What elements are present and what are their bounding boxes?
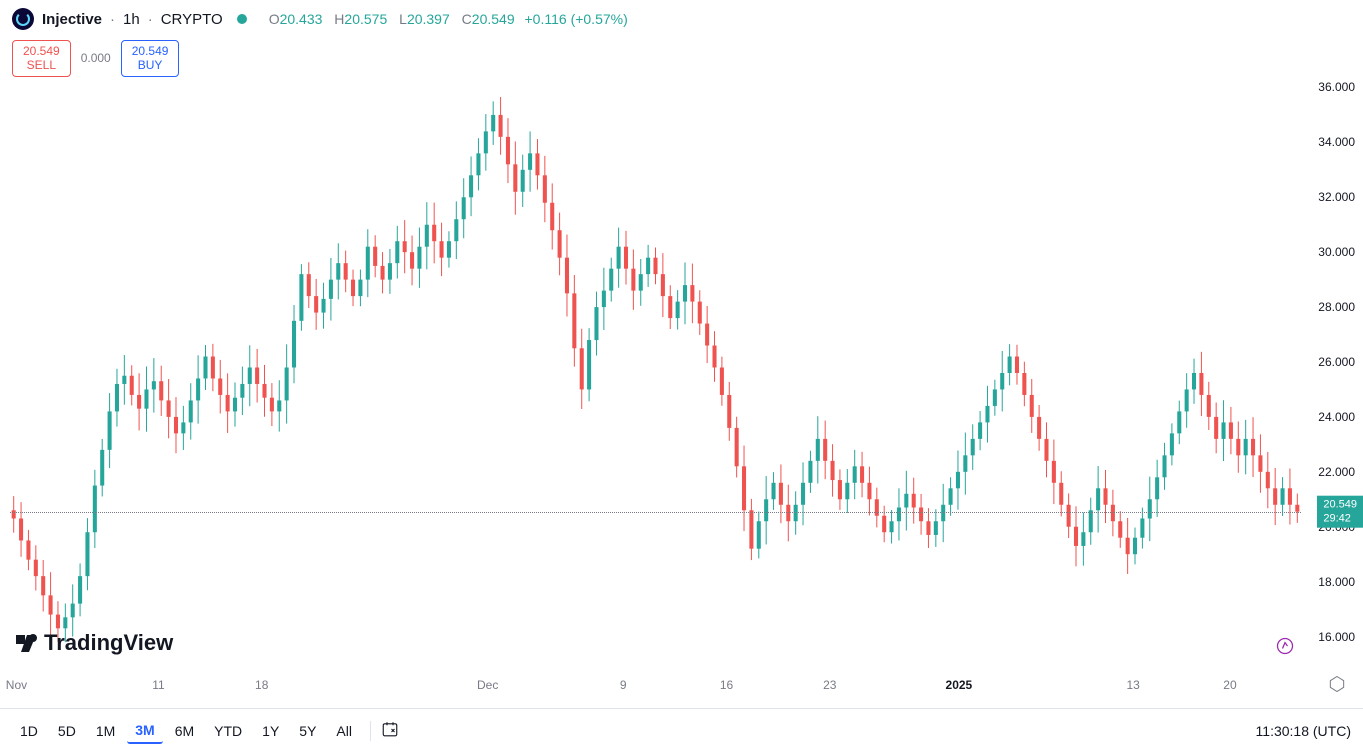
x-tick-label: 18: [255, 678, 268, 692]
x-tick-label: 20: [1223, 678, 1236, 692]
timeframe-all[interactable]: All: [328, 719, 360, 743]
buy-price: 20.549: [132, 44, 169, 58]
tradingview-watermark: TradingView: [14, 630, 173, 656]
chart-header: Injective · 1h · CRYPTO O20.433 H20.575 …: [0, 0, 1363, 38]
watermark-text: TradingView: [44, 630, 173, 656]
timeframe-3m[interactable]: 3M: [127, 718, 162, 744]
x-tick-label: Dec: [477, 678, 498, 692]
market-status-dot: [237, 14, 247, 24]
timeframe-1y[interactable]: 1Y: [254, 719, 287, 743]
timeframe-1m[interactable]: 1M: [88, 719, 123, 743]
time-axis[interactable]: Nov1118Dec9162320251320: [10, 670, 1301, 700]
y-tick-label: 32.000: [1318, 190, 1355, 204]
tradingview-logo-icon: [14, 631, 38, 655]
y-tick-label: 22.000: [1318, 465, 1355, 479]
x-tick-label: 9: [620, 678, 627, 692]
y-tick-label: 30.000: [1318, 245, 1355, 259]
footer-bar: 1D5D1M3M6MYTD1Y5YAll 11:30:18 (UTC): [0, 708, 1363, 752]
y-tick-label: 24.000: [1318, 410, 1355, 424]
y-tick-label: 28.000: [1318, 300, 1355, 314]
last-price-line: [10, 512, 1301, 513]
timeframe-5y[interactable]: 5Y: [291, 719, 324, 743]
timeframe-5d[interactable]: 5D: [50, 719, 84, 743]
chart-plot-area[interactable]: [10, 60, 1301, 664]
interval-label[interactable]: 1h: [123, 11, 140, 28]
symbol-name[interactable]: Injective: [42, 11, 102, 28]
x-tick-label: 13: [1126, 678, 1139, 692]
x-tick-label: Nov: [6, 678, 27, 692]
x-tick-label: 11: [152, 678, 164, 692]
x-tick-label: 16: [720, 678, 733, 692]
auto-scale-icon[interactable]: [1275, 636, 1295, 656]
y-tick-label: 18.000: [1318, 575, 1355, 589]
axis-settings-icon[interactable]: [1327, 674, 1347, 694]
price-axis[interactable]: 16.00018.00020.00022.00024.00026.00028.0…: [1301, 60, 1363, 664]
timeframe-ytd[interactable]: YTD: [206, 719, 250, 743]
y-tick-label: 26.000: [1318, 355, 1355, 369]
last-price-badge: 20.54929:42: [1317, 495, 1363, 528]
timeframe-6m[interactable]: 6M: [167, 719, 202, 743]
separator-dot: ·: [148, 11, 153, 28]
y-tick-label: 36.000: [1318, 80, 1355, 94]
timeframe-group: 1D5D1M3M6MYTD1Y5YAll: [12, 718, 399, 744]
exchange-label: CRYPTO: [161, 11, 223, 28]
ohlc-display: O20.433 H20.575 L20.397 C20.549 +0.116 (…: [261, 11, 628, 27]
timeframe-1d[interactable]: 1D: [12, 719, 46, 743]
y-tick-label: 34.000: [1318, 135, 1355, 149]
calendar-icon[interactable]: [381, 720, 399, 741]
x-tick-label: 2025: [946, 678, 973, 692]
clock-display[interactable]: 11:30:18 (UTC): [1256, 723, 1351, 739]
candlestick-chart: [10, 60, 1301, 664]
symbol-logo: [12, 8, 34, 30]
x-tick-label: 23: [823, 678, 836, 692]
separator-dot: ·: [110, 11, 115, 28]
y-tick-label: 16.000: [1318, 630, 1355, 644]
sell-price: 20.549: [23, 44, 60, 58]
